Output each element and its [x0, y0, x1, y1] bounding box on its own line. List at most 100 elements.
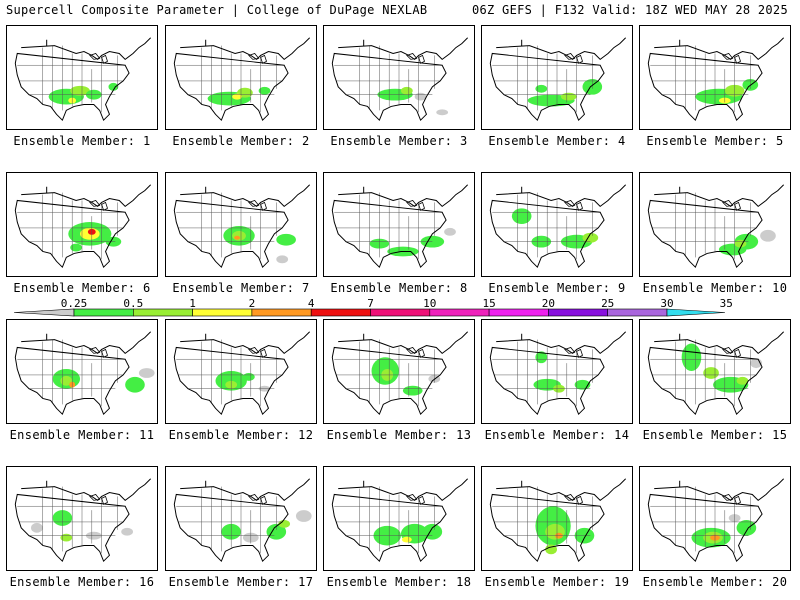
- scale-tick-label: 25: [601, 297, 614, 310]
- scale-segment: [133, 308, 193, 317]
- map-panel: [323, 172, 475, 277]
- map-panel: [323, 466, 475, 571]
- coastline: [14, 37, 152, 122]
- coastline: [14, 184, 152, 269]
- us-map: [331, 331, 469, 416]
- panel-label: Ensemble Member: 15: [642, 428, 788, 442]
- map-title: Supercell Composite Parameter | College …: [6, 3, 428, 17]
- us-map: [14, 184, 152, 269]
- map-panel: [6, 319, 158, 424]
- us-map: [489, 331, 627, 416]
- scp-contour: [535, 351, 548, 364]
- scp-contour: [232, 230, 246, 241]
- state-borders: [334, 192, 443, 260]
- us-map: [173, 478, 312, 563]
- coastline: [173, 37, 311, 122]
- scp-contour: [535, 84, 548, 93]
- panel-label: Ensemble Member: 3: [330, 134, 468, 148]
- scp-contour: [70, 243, 82, 252]
- us-map: [647, 37, 785, 122]
- scp-contour: [422, 523, 443, 540]
- scp-contour: [760, 229, 776, 242]
- state-borders: [492, 45, 601, 113]
- map-panel: [6, 25, 158, 130]
- state-borders: [17, 486, 126, 554]
- us-map: [173, 331, 311, 416]
- state-borders: [650, 192, 759, 260]
- state-borders: [176, 486, 285, 554]
- great-lakes: [89, 53, 108, 64]
- great-lakes: [89, 347, 108, 358]
- panel-label: Ensemble Member: 5: [646, 134, 784, 148]
- coastline: [647, 478, 785, 563]
- map-panel: [481, 319, 633, 424]
- state-borders: [176, 45, 285, 113]
- coastline: [331, 478, 469, 563]
- panel-label: Ensemble Member: 19: [484, 575, 630, 589]
- scale-tick-label: 0.5: [123, 297, 143, 310]
- map-panel: [323, 319, 475, 424]
- scale-segment: [548, 308, 609, 317]
- map-panel: [165, 25, 317, 130]
- panel-label: Ensemble Member: 9: [488, 281, 626, 295]
- scp-contour: [400, 86, 413, 95]
- panel-label: Ensemble Member: 16: [9, 575, 155, 589]
- scp-contour: [276, 233, 296, 246]
- great-lakes: [406, 53, 425, 64]
- panel-label: Ensemble Member: 12: [168, 428, 314, 442]
- coastline: [331, 331, 469, 416]
- map-panel: [639, 319, 791, 424]
- coastline: [173, 478, 311, 563]
- scp-contour: [560, 92, 577, 101]
- great-lakes: [89, 200, 108, 211]
- coastline: [489, 331, 627, 416]
- scale-tick-label: 7: [367, 297, 374, 310]
- state-borders: [492, 339, 601, 407]
- scp-contour: [276, 255, 289, 264]
- coastline: [331, 37, 469, 122]
- scale-tick-label: 35: [720, 297, 733, 310]
- us-map: [14, 37, 152, 122]
- coastline: [331, 184, 469, 269]
- state-borders: [176, 192, 285, 260]
- us-map: [331, 478, 469, 563]
- great-lakes: [722, 200, 741, 211]
- great-lakes: [722, 494, 741, 505]
- coastline: [173, 331, 311, 416]
- scale-segment: [607, 308, 668, 317]
- map-panel: [323, 25, 475, 130]
- us-map: [489, 478, 627, 563]
- state-borders: [650, 486, 759, 554]
- color-scale-bar: 0.25 0.5 1 2 4 7 10 15 20 25 30 35: [13, 297, 733, 317]
- scale-tick-label: 30: [660, 297, 673, 310]
- scale-segment: [429, 308, 490, 317]
- panel-label: Ensemble Member: 13: [326, 428, 472, 442]
- scale-tick-label: 10: [423, 297, 436, 310]
- panel-label: Ensemble Member: 17: [168, 575, 314, 589]
- scale-arrow-high: [666, 308, 726, 317]
- scp-contour: [258, 86, 271, 95]
- state-borders: [17, 339, 126, 407]
- scp-contour: [736, 519, 757, 536]
- coastline: [489, 37, 627, 122]
- scp-contour: [242, 372, 255, 381]
- us-map: [489, 184, 627, 269]
- map-panel: [639, 172, 791, 277]
- state-borders: [334, 486, 443, 554]
- coastline: [14, 331, 152, 416]
- panel-label: Ensemble Member: 10: [642, 281, 788, 295]
- us-map: [14, 331, 155, 416]
- scp-contour: [232, 93, 242, 100]
- coastline: [647, 37, 785, 122]
- scale-tick-label: 2: [249, 297, 256, 310]
- scp-contour: [295, 510, 312, 522]
- panel-label: Ensemble Member: 11: [9, 428, 155, 442]
- state-borders: [650, 45, 759, 113]
- map-panel: [481, 25, 633, 130]
- great-lakes: [722, 347, 741, 358]
- scale-segment: [192, 308, 253, 317]
- map-panel: [639, 25, 791, 130]
- us-map: [647, 478, 785, 563]
- great-lakes: [248, 53, 267, 64]
- panel-label: Ensemble Member: 2: [172, 134, 310, 148]
